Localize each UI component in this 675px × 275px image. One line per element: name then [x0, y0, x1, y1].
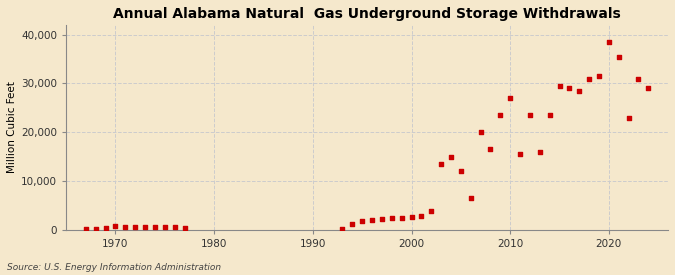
- Point: [100, 226, 111, 230]
- Point: [435, 162, 446, 166]
- Point: [396, 215, 407, 220]
- Point: [159, 225, 170, 230]
- Point: [179, 226, 190, 230]
- Point: [120, 225, 131, 230]
- Point: [90, 226, 101, 231]
- Point: [347, 222, 358, 226]
- Point: [485, 147, 496, 152]
- Point: [465, 196, 476, 200]
- Point: [614, 54, 624, 59]
- Point: [80, 227, 91, 231]
- Point: [150, 225, 161, 230]
- Point: [456, 169, 466, 174]
- Point: [524, 113, 535, 117]
- Y-axis label: Million Cubic Feet: Million Cubic Feet: [7, 81, 17, 173]
- Point: [406, 215, 417, 219]
- Point: [593, 74, 604, 78]
- Point: [584, 76, 595, 81]
- Point: [446, 154, 456, 159]
- Point: [140, 225, 151, 229]
- Point: [495, 113, 506, 117]
- Point: [544, 113, 555, 117]
- Point: [357, 219, 368, 223]
- Point: [130, 225, 140, 229]
- Point: [416, 214, 427, 218]
- Point: [514, 152, 525, 156]
- Text: Source: U.S. Energy Information Administration: Source: U.S. Energy Information Administ…: [7, 263, 221, 272]
- Point: [623, 116, 634, 120]
- Point: [337, 227, 348, 232]
- Point: [603, 40, 614, 44]
- Point: [367, 218, 377, 222]
- Point: [386, 216, 397, 220]
- Point: [426, 209, 437, 213]
- Title: Annual Alabama Natural  Gas Underground Storage Withdrawals: Annual Alabama Natural Gas Underground S…: [113, 7, 621, 21]
- Point: [377, 217, 387, 221]
- Point: [633, 76, 644, 81]
- Point: [535, 150, 545, 154]
- Point: [110, 224, 121, 229]
- Point: [643, 86, 653, 90]
- Point: [505, 96, 516, 100]
- Point: [554, 84, 565, 88]
- Point: [574, 89, 585, 93]
- Point: [169, 225, 180, 230]
- Point: [564, 86, 575, 90]
- Point: [475, 130, 486, 134]
